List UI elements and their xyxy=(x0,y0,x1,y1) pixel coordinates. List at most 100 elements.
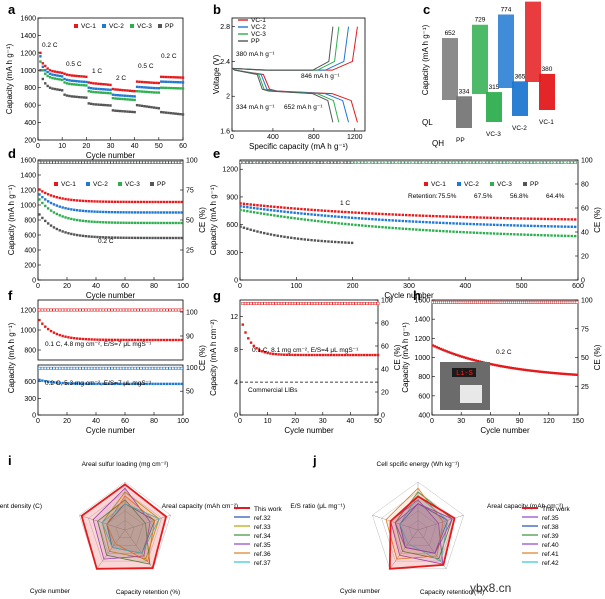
panel-d-ce-point xyxy=(46,160,50,164)
panel-g-ylabel: Capacity (mA h cm⁻²) xyxy=(209,319,218,396)
panel-f-top-ce-point xyxy=(156,308,160,312)
panel-f-bottom-ce-point xyxy=(64,366,67,370)
panel-a-point xyxy=(138,85,141,89)
panel-a-point xyxy=(94,91,98,94)
panel-d-ce-point xyxy=(116,160,120,164)
panel-f-bottom-point xyxy=(145,382,148,386)
panel-g-point xyxy=(269,352,272,355)
panel-d-ytick: 1200 xyxy=(20,188,36,195)
panel-e-ce-point xyxy=(401,160,405,164)
panel-d-point xyxy=(165,236,169,240)
panel-d-ce-point xyxy=(148,160,152,164)
panel-a-point xyxy=(174,112,177,115)
panel-f-top-point xyxy=(55,332,59,336)
panel-e-point xyxy=(479,216,482,219)
panel-h-point xyxy=(571,373,575,376)
panel-f-top-point xyxy=(46,327,50,331)
panel-b-curve xyxy=(231,26,340,71)
panel-j-legend-entry: ref.42 xyxy=(542,560,559,567)
panel-h-point xyxy=(517,367,520,371)
panel-d-point xyxy=(113,236,117,239)
panel-e-point xyxy=(415,228,418,231)
panel-a-point xyxy=(179,113,182,116)
panel-f-bottom-point xyxy=(52,381,56,384)
panel-d-ce-point xyxy=(156,160,160,164)
panel-a-point xyxy=(114,109,117,112)
panel-a-point xyxy=(181,81,185,84)
panel-e-point xyxy=(550,217,553,221)
panel-d-point xyxy=(64,207,67,210)
panel-d-point xyxy=(64,197,67,201)
panel-f-bottom-ce-point xyxy=(142,366,146,370)
panel-g-point xyxy=(271,352,275,356)
panel-a-point xyxy=(97,103,100,106)
panel-g-point xyxy=(277,353,280,356)
panel-a-point xyxy=(145,90,148,94)
panel-e-ce-point xyxy=(553,160,557,164)
panel-g-point xyxy=(371,353,374,357)
panel-f-bottom-point xyxy=(180,382,183,386)
panel-f-top-ce-point xyxy=(142,308,146,312)
panel-e-point xyxy=(411,214,415,217)
panel-d-ce-point xyxy=(151,160,155,164)
panel-e-point xyxy=(438,215,442,218)
panel-e-point xyxy=(550,225,553,228)
panel-g-point xyxy=(338,353,341,357)
panel-f-top-point xyxy=(119,338,122,342)
panel-a-point xyxy=(87,102,90,105)
panel-d-ytick: 1000 xyxy=(20,203,36,210)
panel-f-top-point xyxy=(177,338,180,342)
panel-d-point xyxy=(133,211,137,214)
panel-c-value-ql: 846 xyxy=(528,0,539,1)
panel-e-point xyxy=(337,240,340,244)
panel-a-point xyxy=(157,87,161,90)
panel-f-bottom-point xyxy=(128,382,131,386)
panel-d-point xyxy=(168,200,172,204)
panel-a-legend-entry: VC-3 xyxy=(137,23,152,30)
panel-a-rate-label: 0.2 C xyxy=(161,53,177,60)
panel-d-point xyxy=(110,236,114,239)
panel-e-point xyxy=(465,222,469,226)
panel-g-ytick: 12 xyxy=(230,314,238,321)
panel-f-top-point xyxy=(148,338,151,342)
panel-f-bottom-ce-point xyxy=(148,366,152,370)
panel-g-ce-point xyxy=(279,302,283,305)
panel-d-point xyxy=(90,210,93,213)
panel-f-bottom-ce-point xyxy=(107,366,111,370)
panel-f-bottom-ce-point xyxy=(52,366,56,370)
panel-i-grid xyxy=(88,491,162,562)
panel-j-ref-polygon xyxy=(385,487,444,560)
panel-h-point xyxy=(566,372,569,376)
panel-g-ce-ytick: 20 xyxy=(381,390,389,397)
panel-e-point xyxy=(296,217,300,220)
panel-a-point xyxy=(133,95,136,98)
panel-a-point xyxy=(128,89,132,92)
panel-d-ytick: 200 xyxy=(24,263,36,270)
panel-e-point xyxy=(425,220,428,224)
panel-d-point xyxy=(162,211,166,214)
panel-g-ce-ytick: 0 xyxy=(381,413,385,420)
panel-f-bottom-ytick: 0 xyxy=(32,413,36,420)
panel-a-legend-swatch xyxy=(130,24,134,28)
panel-g-point xyxy=(244,331,247,334)
panel-e-xtick: 600 xyxy=(572,283,584,290)
panel-e-point xyxy=(519,233,523,236)
panel-a-point xyxy=(138,90,141,93)
panel-f-top-point xyxy=(41,322,44,325)
panel-d-point xyxy=(125,236,128,240)
panel-a-point xyxy=(111,109,115,112)
panel-f-bottom-point xyxy=(177,382,180,386)
panel-a-point xyxy=(53,70,57,73)
panel-d-point xyxy=(64,216,67,219)
panel-f-bottom-ce-point xyxy=(116,366,120,370)
panel-d-ylabel: Capacity (mA h g⁻¹) xyxy=(7,184,16,255)
panel-e-point xyxy=(506,232,509,236)
panel-f-bottom-point xyxy=(70,382,73,385)
panel-d-point xyxy=(151,236,154,240)
panel-e-point xyxy=(296,237,300,240)
panel-d-point xyxy=(131,200,134,204)
panel-e-ce-point xyxy=(367,160,371,164)
panel-f-bottom-ce-point xyxy=(119,366,123,370)
panel-d-ce-point xyxy=(171,160,175,164)
panel-a-xtick: 30 xyxy=(107,143,115,150)
